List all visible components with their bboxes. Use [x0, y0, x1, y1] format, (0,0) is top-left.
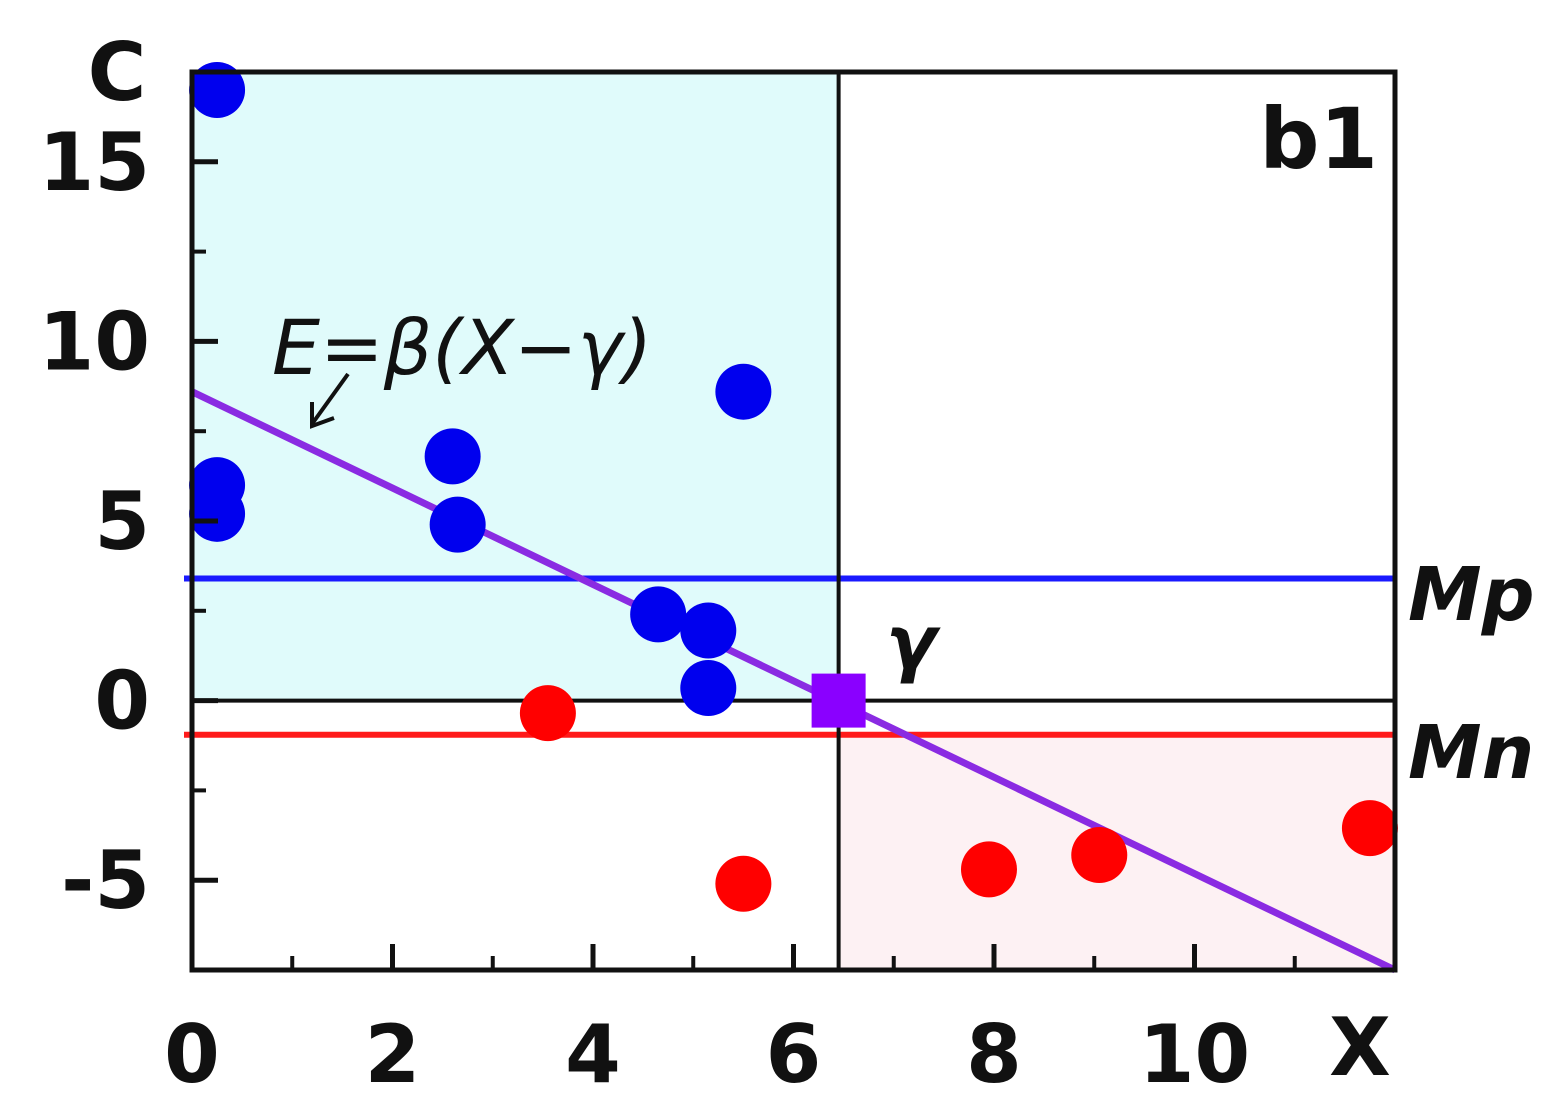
y-tick-label: 0 — [94, 655, 150, 748]
data-point-0-7 — [680, 660, 737, 717]
arrow-shaft — [310, 372, 350, 426]
mp-line-label: Mp — [1408, 552, 1535, 638]
fit-line-equation: E=β(X−γ) — [272, 303, 652, 392]
data-point-0-6 — [680, 602, 737, 659]
mn-line-label: Mn — [1408, 710, 1534, 796]
fit-line — [190, 388, 1397, 974]
x-axis-title: X — [1329, 1001, 1391, 1094]
fit-line-group — [190, 388, 1397, 974]
data-point-0-2 — [189, 485, 246, 542]
y-axis-title: C — [88, 26, 147, 119]
equation-arrow — [310, 372, 350, 429]
threshold-lines — [184, 575, 1395, 738]
data-point-0-3 — [424, 428, 481, 485]
data-point-0-4 — [429, 496, 486, 553]
x-tick-label: 2 — [365, 1008, 421, 1101]
data-point-1-4 — [1341, 800, 1398, 857]
reference-axes — [192, 72, 1395, 970]
data-point-1-0 — [519, 685, 576, 742]
data-point-1-3 — [1071, 827, 1128, 884]
x-tick-label: 6 — [766, 1008, 822, 1101]
data-points — [189, 61, 1398, 912]
data-point-0-8 — [715, 363, 772, 420]
y-tick-label: 15 — [39, 116, 150, 209]
x-tick-label: 0 — [164, 1008, 220, 1101]
panel-label: b1 — [1259, 90, 1378, 188]
gamma-label: γ — [886, 600, 941, 686]
data-point-1-1 — [715, 855, 772, 912]
data-point-0-5 — [630, 586, 687, 643]
shaded-regions — [192, 72, 1395, 970]
y-tick-label: 10 — [39, 295, 150, 388]
gamma-marker — [811, 673, 866, 728]
y-tick-label: -5 — [61, 834, 150, 927]
x-tick-label: 4 — [565, 1008, 621, 1101]
y-tick-label: 5 — [94, 475, 150, 568]
data-point-0-0 — [189, 61, 246, 118]
chart-labels: C X b1 E=β(X−γ) γ Mp Mn — [88, 26, 1535, 1094]
x-tick-label: 8 — [966, 1008, 1022, 1101]
x-tick-label: 10 — [1139, 1008, 1250, 1101]
data-point-1-2 — [960, 841, 1017, 898]
arrow-head — [310, 402, 335, 429]
